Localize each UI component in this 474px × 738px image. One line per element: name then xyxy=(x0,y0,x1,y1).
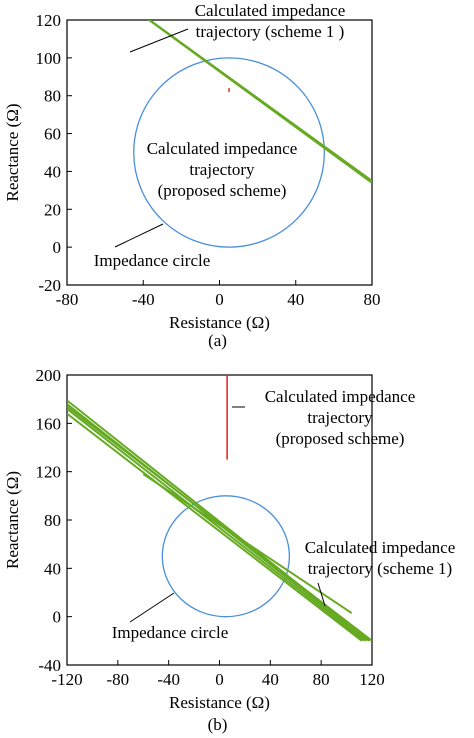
annotation-leader-line xyxy=(317,582,326,607)
annotation-line: Calculated impedance xyxy=(195,1,346,20)
panel-caption: (b) xyxy=(208,715,228,734)
y-tick-label: 100 xyxy=(36,49,62,68)
y-tick-label: 40 xyxy=(44,559,61,578)
y-tick-label: 20 xyxy=(44,200,61,219)
annotation-line: trajectory (scheme 1) xyxy=(308,559,452,578)
annotation-leader-line xyxy=(129,592,175,623)
annotation-text: Calculated impedance trajectory (proposed … xyxy=(147,139,298,200)
x-tick-label: 40 xyxy=(287,290,304,309)
y-tick-label: 40 xyxy=(44,162,61,181)
y-tick-label: 120 xyxy=(36,463,62,482)
annotation-leader-line xyxy=(114,223,164,248)
annotation-text: Calculated impedance trajectory (proposed … xyxy=(265,387,416,448)
annotation-line: (proposed scheme) xyxy=(276,429,405,448)
scheme1-trajectory-line xyxy=(67,405,372,642)
x-tick-label: 120 xyxy=(359,670,385,689)
panel-b-chart: -120 -80 -40 0 40 80 120 -40 0 40 80 120 160 200 Resis… xyxy=(3,366,455,734)
x-tick-label: 80 xyxy=(313,670,330,689)
x-tick-label: 0 xyxy=(215,290,224,309)
annotation-line: Calculated impedance xyxy=(305,538,456,557)
annotation-text: Calculated impedance trajectory (scheme 1… xyxy=(195,1,346,41)
annotation-line: trajectory xyxy=(189,160,255,179)
x-tick-label: -40 xyxy=(132,290,155,309)
data-layer xyxy=(133,20,372,248)
panel-caption: (a) xyxy=(208,331,227,350)
x-tick-label: -80 xyxy=(106,670,129,689)
annotation-line: Impedance circle xyxy=(112,623,229,642)
x-tick-label: -40 xyxy=(157,670,180,689)
annotation-line: trajectory xyxy=(307,408,373,427)
y-axis-label: Reactance (Ω) xyxy=(3,471,22,569)
annotation-line: (proposed scheme) xyxy=(158,181,287,200)
annotation-text: Calculated impedance trajectory (scheme 1… xyxy=(305,538,456,578)
y-tick-label: 0 xyxy=(53,608,62,627)
x-tick-label: -120 xyxy=(51,670,82,689)
y-tick-label: 80 xyxy=(44,87,61,106)
y-tick-label: 0 xyxy=(53,238,62,257)
annotation-line: Impedance circle xyxy=(94,251,211,270)
y-tick-label: 80 xyxy=(44,511,61,530)
data-layer xyxy=(67,375,372,642)
panel-a-chart: -80 -40 0 40 80 -20 0 20 40 60 80 100 120 Resistance … xyxy=(3,1,381,350)
annotation-line: Calculated impedance xyxy=(147,139,298,158)
y-tick-label: -20 xyxy=(38,276,61,295)
x-axis-label: Resistance (Ω) xyxy=(169,693,270,712)
scheme1-trajectory-line xyxy=(67,412,363,642)
x-axis-label: Resistance (Ω) xyxy=(169,313,270,332)
y-tick-label: 60 xyxy=(44,125,61,144)
x-tick-label: -80 xyxy=(56,290,79,309)
impedance-circle xyxy=(161,495,291,618)
impedance-circle xyxy=(133,57,325,248)
y-tick-label: 200 xyxy=(36,366,62,385)
y-tick-label: 160 xyxy=(36,414,62,433)
x-tick-label: 40 xyxy=(262,670,279,689)
scheme1-trajectory-line xyxy=(142,473,353,614)
annotation-line: trajectory (scheme 1 ) xyxy=(196,22,345,41)
scheme1-trajectory-line xyxy=(148,20,372,184)
annotation-text: Impedance circle xyxy=(112,623,229,642)
x-tick-label: 80 xyxy=(364,290,381,309)
annotation-leader-line xyxy=(129,28,189,53)
y-tick-label: -40 xyxy=(38,656,61,675)
annotation-text: Impedance circle xyxy=(94,251,211,270)
x-tick-label: 0 xyxy=(215,670,224,689)
scheme1-trajectory-line xyxy=(67,408,365,642)
y-tick-label: 120 xyxy=(36,11,62,30)
y-axis-label: Reactance (Ω) xyxy=(3,103,22,201)
annotation-line: Calculated impedance xyxy=(265,387,416,406)
